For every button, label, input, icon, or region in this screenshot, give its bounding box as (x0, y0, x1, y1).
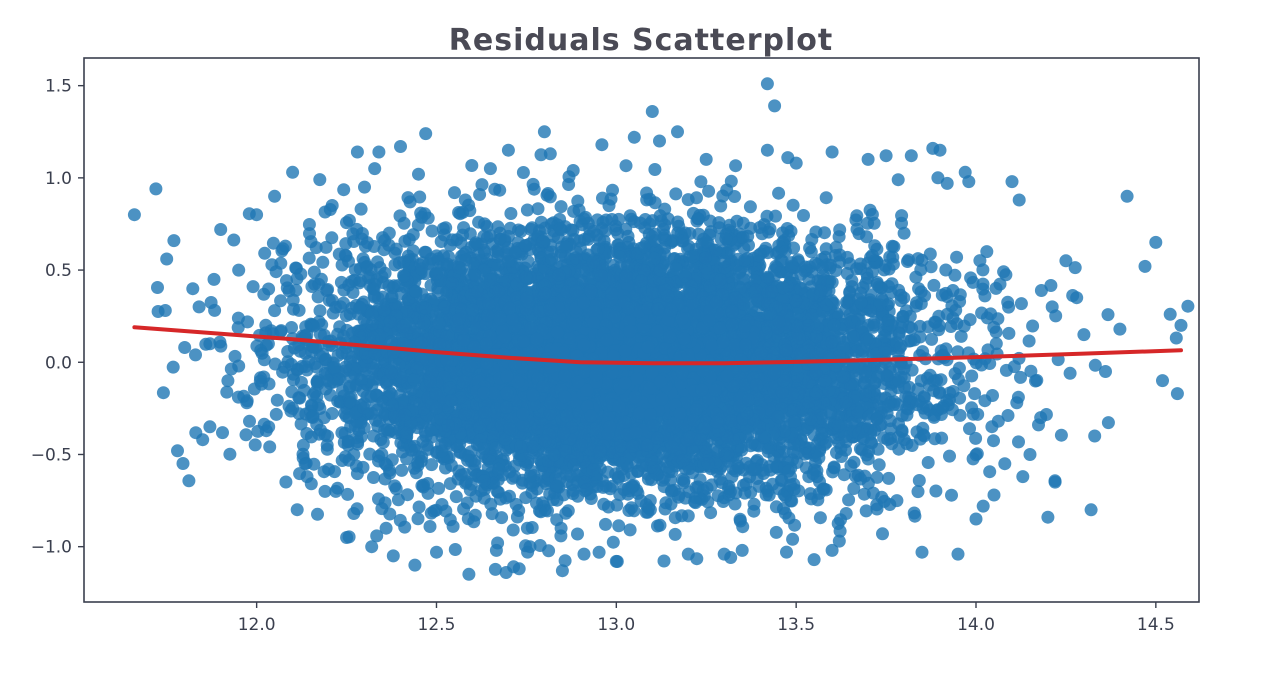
cloud-point (1055, 429, 1068, 442)
cloud-point (314, 304, 327, 317)
cloud-point (922, 456, 935, 469)
cloud-point (262, 420, 275, 433)
cloud-point (882, 472, 895, 485)
cloud-point (1012, 435, 1025, 448)
cloud-point (1026, 320, 1039, 333)
cloud-point (418, 207, 431, 220)
cloud-point (1023, 335, 1036, 348)
cloud-point (240, 428, 253, 441)
cloud-point (922, 320, 935, 333)
cloud-point (892, 173, 905, 186)
cloud-point (507, 524, 520, 537)
cloud-point (814, 511, 827, 524)
cloud-point (729, 159, 742, 172)
cloud-point (313, 173, 326, 186)
cloud-point (336, 259, 349, 272)
cloud-point (517, 166, 530, 179)
cloud-point (714, 200, 727, 213)
cloud-point (770, 526, 783, 539)
cloud-point (444, 477, 457, 490)
cloud-point (987, 434, 1000, 447)
cloud-point (1064, 367, 1077, 380)
cloud-point (271, 394, 284, 407)
cloud-point (279, 476, 292, 489)
cloud-point (913, 474, 926, 487)
cloud-point (182, 474, 195, 487)
cloud-point (927, 279, 940, 292)
cloud-point (521, 204, 534, 217)
cloud-point (990, 282, 1003, 295)
cloud-point (151, 281, 164, 294)
cloud-point (462, 512, 475, 525)
cloud-point (1035, 284, 1048, 297)
cloud-point (157, 386, 170, 399)
cloud-point (388, 479, 401, 492)
cloud-point (504, 207, 517, 220)
cloud-point (1102, 416, 1115, 429)
cloud-point (848, 456, 861, 469)
cloud-point (413, 501, 426, 514)
cloud-point (208, 273, 221, 286)
cloud-point (1170, 332, 1183, 345)
cloud-point (648, 163, 661, 176)
cloud-point (925, 333, 938, 346)
cloud-point (978, 289, 991, 302)
cloud-point (737, 217, 750, 230)
cloud-point (355, 203, 368, 216)
cloud-point (943, 450, 956, 463)
cloud-point (214, 340, 227, 353)
cloud-point (489, 563, 502, 576)
cloud-point (291, 503, 304, 516)
cloud-point (658, 555, 671, 568)
cloud-point (955, 330, 968, 343)
cloud-point (216, 426, 229, 439)
cloud-point (544, 147, 557, 160)
cloud-point (593, 546, 606, 559)
cloud-point (270, 408, 283, 421)
cloud-point (787, 199, 800, 212)
cloud-point (293, 304, 306, 317)
cloud-point (367, 471, 380, 484)
cloud-point (571, 528, 584, 541)
cloud-point (694, 175, 707, 188)
cloud-point (948, 269, 961, 282)
cloud-point (227, 234, 240, 247)
cloud-point (326, 407, 339, 420)
chart-title: Residuals Scatterplot (449, 23, 833, 58)
cloud-point (450, 490, 463, 503)
cloud-point (258, 247, 271, 260)
cloud-point (337, 183, 350, 196)
cloud-point (424, 520, 437, 533)
cloud-point (186, 282, 199, 295)
cloud-point (316, 256, 329, 269)
cloud-point (977, 278, 990, 291)
cloud-point (669, 187, 682, 200)
cloud-point (542, 544, 555, 557)
